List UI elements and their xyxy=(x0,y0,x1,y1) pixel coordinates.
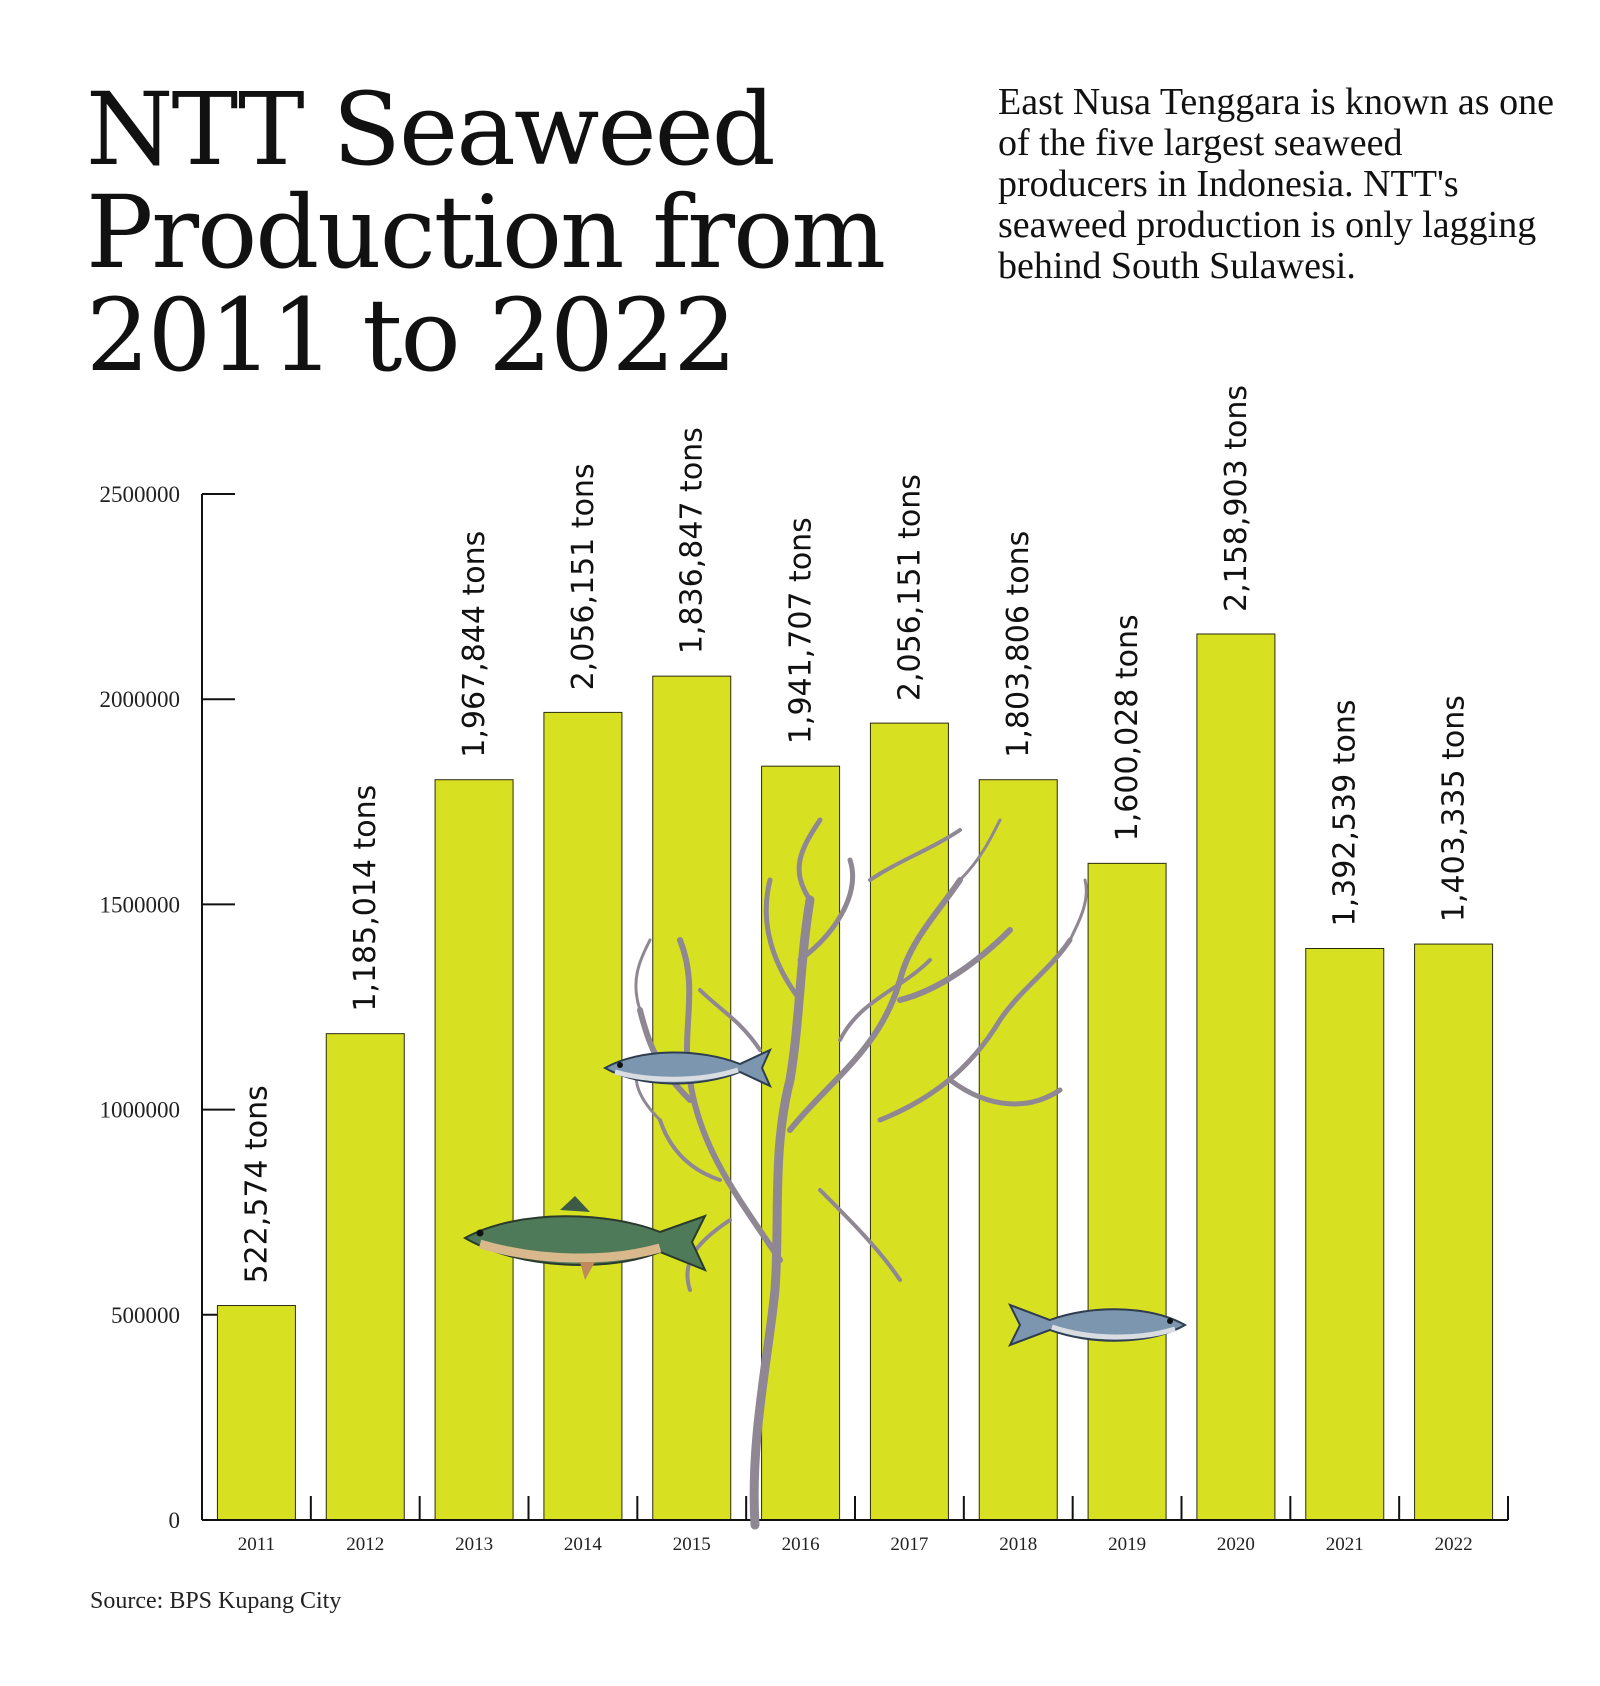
data-label-2013: 1,967,844 tons xyxy=(457,531,492,758)
x-tick-label: 2017 xyxy=(890,1534,928,1555)
x-tick-label: 2018 xyxy=(999,1534,1037,1555)
data-label-2014: 2,056,151 tons xyxy=(566,463,601,690)
x-tick-label: 2011 xyxy=(238,1534,275,1555)
x-tick-label: 2013 xyxy=(455,1534,493,1555)
x-tick-label: 2014 xyxy=(564,1534,603,1555)
bars: 522,574 tons 1,185,014 tons 1,967,844 tons… xyxy=(216,385,1494,1521)
x-tick-label: 2016 xyxy=(782,1534,820,1555)
data-label-2022: 1,403,335 tons xyxy=(1437,695,1472,922)
x-tick-label: 2021 xyxy=(1326,1534,1364,1555)
seaweed-illustration xyxy=(634,817,1088,1530)
y-tick-label: 1500000 xyxy=(100,892,181,917)
data-label-2017: 2,056,151 tons xyxy=(892,474,927,701)
mackerel-fish-illustration xyxy=(1007,1303,1188,1347)
y-axis: 0 500000 1000000 1500000 2000000 2500000 xyxy=(100,482,235,1533)
mackerel-fish-illustration xyxy=(602,1047,772,1089)
bar-2016 xyxy=(761,765,841,1521)
x-axis: 2011 2012 2013 2014 2015 2016 2017 2018 2019 2020… xyxy=(202,1496,1509,1555)
data-label-2021: 1,392,539 tons xyxy=(1328,700,1363,927)
data-label-2012: 1,185,014 tons xyxy=(348,785,383,1012)
bar-2013 xyxy=(434,779,514,1521)
bar-2018 xyxy=(978,779,1058,1521)
y-tick-label: 2000000 xyxy=(100,687,181,712)
x-tick-label: 2019 xyxy=(1108,1534,1146,1555)
bar-2020 xyxy=(1196,633,1276,1521)
data-label-2020: 2,158,903 tons xyxy=(1219,385,1254,612)
data-label-2016: 1,941,707 tons xyxy=(784,517,819,744)
y-tick-label: 2500000 xyxy=(100,482,181,507)
chart-title: NTT Seaweed Production from 2011 to 2022 xyxy=(86,71,886,394)
x-tick-label: 2012 xyxy=(346,1534,384,1555)
bar-2019 xyxy=(1087,862,1167,1521)
bar-2022 xyxy=(1414,943,1494,1521)
data-label-2019: 1,600,028 tons xyxy=(1110,614,1145,841)
source-note: Source: BPS Kupang City xyxy=(90,1588,342,1614)
y-tick-label: 1000000 xyxy=(100,1098,181,1123)
bar-2021 xyxy=(1305,948,1385,1521)
y-tick-label: 500000 xyxy=(111,1303,180,1328)
bar-2011 xyxy=(216,1305,296,1521)
intro-text: East Nusa Tenggara is known as one of th… xyxy=(998,81,1554,287)
x-tick-label: 2015 xyxy=(673,1534,711,1555)
x-tick-label: 2022 xyxy=(1435,1534,1473,1555)
data-label-2018: 1,803,806 tons xyxy=(1001,531,1036,758)
data-label-2015: 1,836,847 tons xyxy=(675,427,710,654)
y-tick-label: 0 xyxy=(169,1508,181,1533)
data-label-2011: 522,574 tons xyxy=(239,1085,274,1283)
bar-2014 xyxy=(543,711,623,1521)
x-tick-label: 2020 xyxy=(1217,1534,1255,1555)
trout-fish-illustration xyxy=(462,1196,708,1280)
bar-2012 xyxy=(325,1033,405,1521)
